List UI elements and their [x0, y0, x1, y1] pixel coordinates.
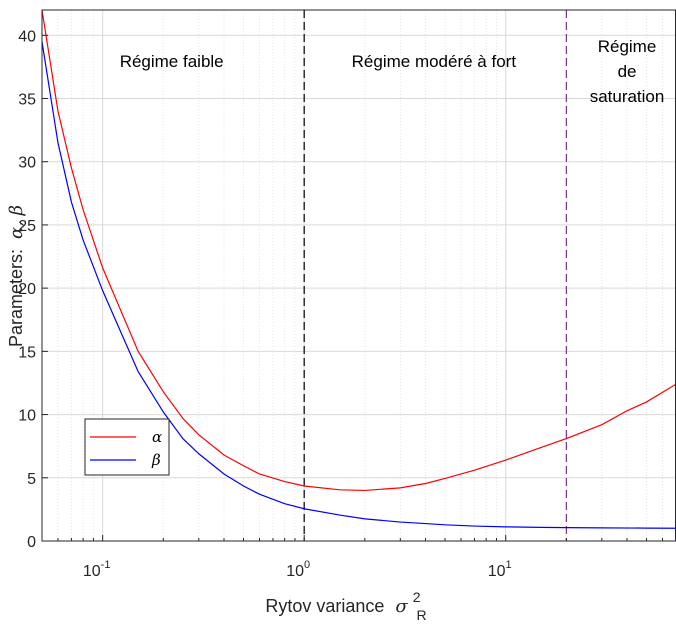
regime-labels: Régime faible Régime modéré à fort Régime d… — [120, 37, 665, 106]
regime-label: Régime de saturation — [590, 37, 665, 106]
y-tick-label: 25 — [18, 218, 36, 235]
y-tick-label: 35 — [18, 92, 36, 109]
x-tick-label: 100 — [286, 559, 310, 580]
x-tick-label: 101 — [488, 559, 512, 580]
x-tick-label: 10-1 — [83, 559, 111, 580]
x-tick-base: 10 — [286, 563, 304, 580]
y-tick-label: 40 — [18, 28, 36, 45]
legend-box — [84, 418, 170, 476]
regime-label-line: Régime faible — [120, 52, 224, 71]
regime-label-line: de — [618, 62, 637, 81]
regime-label-line: Régime modéré à fort — [352, 52, 517, 71]
legend-label: β — [151, 451, 161, 469]
y-tick-label: 30 — [18, 155, 36, 172]
y-tick-label: 15 — [18, 344, 36, 361]
legend: αβ — [84, 418, 170, 476]
regime-label-line: saturation — [590, 87, 665, 106]
x-axis-title-superscript: 2 — [413, 589, 421, 605]
y-tick-label: 10 — [18, 408, 36, 425]
legend-label: α — [152, 428, 162, 446]
y-tick-label: 0 — [27, 534, 36, 551]
regime-label: Régime modéré à fort — [352, 52, 517, 71]
y-tick-label: 5 — [27, 471, 36, 488]
x-axis-title: Rytov variance σ 2 R — [265, 586, 426, 623]
x-tick-base: 10 — [488, 563, 506, 580]
grid-layer — [41, 10, 676, 542]
series-layer — [42, 10, 676, 529]
x-tick-base: 10 — [83, 563, 101, 580]
x-axis-title-text: Rytov variance — [265, 596, 384, 616]
regime-boundaries — [303, 10, 567, 541]
series-line-alpha — [42, 10, 676, 492]
x-tick-exponent: 0 — [304, 559, 310, 571]
regime-label-line: Régime — [598, 37, 657, 56]
y-axis-title: Parameters: α, β — [6, 205, 27, 347]
y-axis-title-symbols: α, β — [6, 205, 27, 239]
x-tick-exponent: -1 — [101, 559, 111, 571]
series-line-beta — [42, 41, 676, 529]
x-axis-title-subscript: R — [417, 607, 427, 623]
x-tick-exponent: 1 — [506, 559, 512, 571]
x-axis-title-symbol: σ — [395, 596, 408, 617]
y-tick-label: 20 — [18, 281, 36, 298]
regime-label: Régime faible — [120, 52, 224, 71]
y-axis-title-text: Parameters: — [6, 249, 26, 347]
